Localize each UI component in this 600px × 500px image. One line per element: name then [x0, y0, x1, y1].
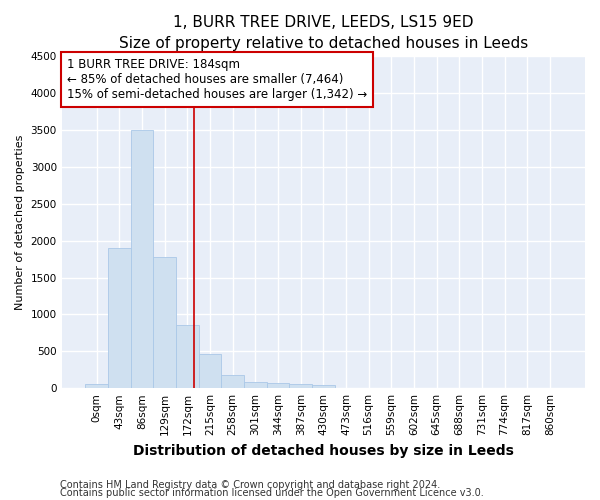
Text: Contains HM Land Registry data © Crown copyright and database right 2024.: Contains HM Land Registry data © Crown c… — [60, 480, 440, 490]
Bar — [108, 248, 131, 388]
Text: 1 BURR TREE DRIVE: 184sqm
← 85% of detached houses are smaller (7,464)
15% of se: 1 BURR TREE DRIVE: 184sqm ← 85% of detac… — [67, 58, 367, 101]
Bar — [154, 257, 176, 388]
Bar — [176, 326, 199, 388]
Bar — [85, 384, 108, 388]
Text: Contains public sector information licensed under the Open Government Licence v3: Contains public sector information licen… — [60, 488, 484, 498]
Bar — [312, 385, 335, 388]
Bar — [266, 384, 289, 388]
Bar — [244, 382, 266, 388]
X-axis label: Distribution of detached houses by size in Leeds: Distribution of detached houses by size … — [133, 444, 514, 458]
Y-axis label: Number of detached properties: Number of detached properties — [15, 134, 25, 310]
Bar — [289, 384, 312, 388]
Bar — [199, 354, 221, 388]
Bar — [221, 376, 244, 388]
Bar — [131, 130, 154, 388]
Title: 1, BURR TREE DRIVE, LEEDS, LS15 9ED
Size of property relative to detached houses: 1, BURR TREE DRIVE, LEEDS, LS15 9ED Size… — [119, 15, 528, 51]
